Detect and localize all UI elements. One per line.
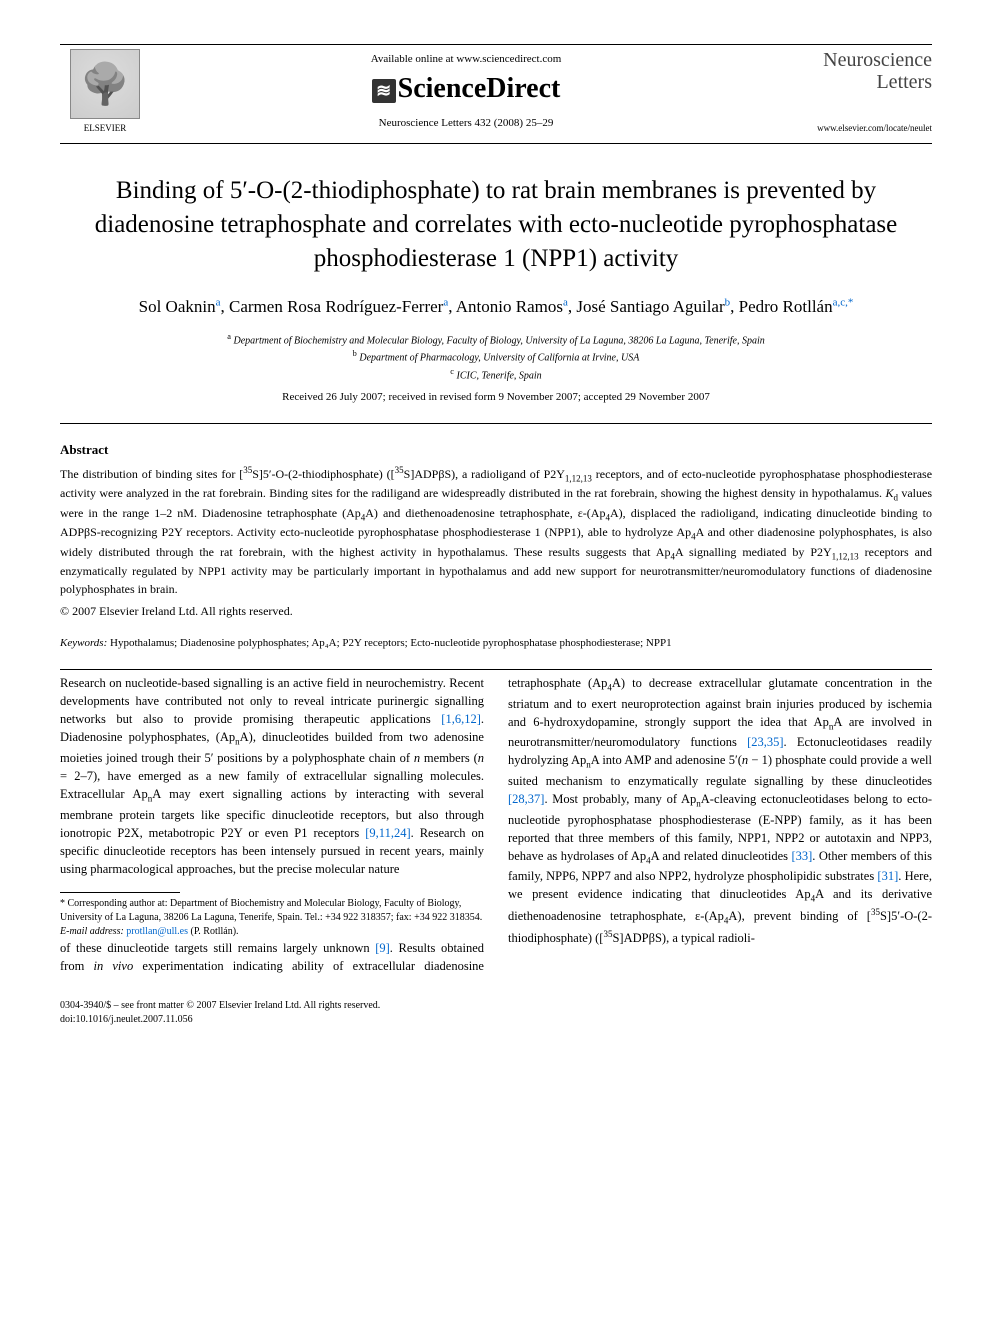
page-header: ELSEVIER Available online at www.science… bbox=[60, 49, 932, 133]
abstract-top-rule bbox=[60, 423, 932, 424]
journal-reference: Neuroscience Letters 432 (2008) 25–29 bbox=[150, 117, 782, 129]
citation-link[interactable]: [1,6,12] bbox=[441, 712, 481, 726]
elsevier-label: ELSEVIER bbox=[60, 123, 150, 133]
abstract-text: The distribution of binding sites for [3… bbox=[60, 464, 932, 598]
journal-logo: Neuroscience Letters www.elsevier.com/lo… bbox=[782, 49, 932, 133]
center-header: Available online at www.sciencedirect.co… bbox=[150, 53, 782, 129]
abstract-section: Abstract The distribution of binding sit… bbox=[60, 442, 932, 619]
citation-link[interactable]: [28,37] bbox=[508, 792, 544, 806]
citation-link[interactable]: [31] bbox=[877, 869, 898, 883]
citation-link[interactable]: [9,11,24] bbox=[365, 826, 410, 840]
affiliation-c: c ICIC, Tenerife, Spain bbox=[60, 366, 932, 383]
elsevier-tree-icon bbox=[70, 49, 140, 119]
elsevier-logo: ELSEVIER bbox=[60, 49, 150, 133]
email-label: E-mail address: bbox=[60, 926, 124, 937]
email-link[interactable]: protllan@ull.es bbox=[126, 926, 188, 937]
citation-link[interactable]: [23,35] bbox=[747, 735, 783, 749]
journal-site: www.elsevier.com/locate/neulet bbox=[782, 123, 932, 133]
citation-link[interactable]: [9] bbox=[375, 941, 390, 955]
footer-front-matter: 0304-3940/$ – see front matter © 2007 El… bbox=[60, 999, 932, 1013]
email-person: (P. Rotllán). bbox=[191, 926, 239, 937]
sciencedirect-text: ScienceDirect bbox=[398, 73, 561, 104]
citation-link[interactable]: [33] bbox=[791, 849, 812, 863]
affiliation-a: a Department of Biochemistry and Molecul… bbox=[60, 331, 932, 348]
sciencedirect-logo: ScienceDirect bbox=[150, 73, 782, 105]
keywords: Keywords: Hypothalamus; Diadenosine poly… bbox=[60, 637, 932, 649]
journal-name-line1: Neuroscience bbox=[782, 49, 932, 71]
journal-name-line2: Letters bbox=[782, 71, 932, 93]
email-footnote: E-mail address: protllan@ull.es (P. Rotl… bbox=[60, 925, 484, 939]
footnote-separator bbox=[60, 892, 180, 893]
keywords-label: Keywords: bbox=[60, 637, 107, 649]
body-text: Research on nucleotide-based signalling … bbox=[60, 674, 932, 975]
authors-list: Sol Oaknina, Carmen Rosa Rodríguez-Ferre… bbox=[60, 295, 932, 319]
abstract-heading: Abstract bbox=[60, 442, 932, 458]
page-footer: 0304-3940/$ – see front matter © 2007 El… bbox=[60, 999, 932, 1027]
sciencedirect-icon bbox=[372, 79, 396, 103]
keywords-text: Hypothalamus; Diadenosine polyphosphates… bbox=[110, 637, 672, 649]
top-rule bbox=[60, 44, 932, 45]
body-para-1: Research on nucleotide-based signalling … bbox=[60, 674, 484, 878]
article-dates: Received 26 July 2007; received in revis… bbox=[60, 391, 932, 403]
corresponding-author-footnote: * Corresponding author at: Department of… bbox=[60, 897, 484, 925]
affiliations: a Department of Biochemistry and Molecul… bbox=[60, 331, 932, 383]
keywords-rule bbox=[60, 669, 932, 670]
available-online-text: Available online at www.sciencedirect.co… bbox=[150, 53, 782, 65]
header-rule bbox=[60, 143, 932, 144]
footer-doi: doi:10.1016/j.neulet.2007.11.056 bbox=[60, 1013, 932, 1027]
affiliation-b: b Department of Pharmacology, University… bbox=[60, 348, 932, 365]
abstract-copyright: © 2007 Elsevier Ireland Ltd. All rights … bbox=[60, 604, 932, 619]
article-title: Binding of 5′-O-(2-thiodiphosphate) to r… bbox=[80, 174, 912, 275]
